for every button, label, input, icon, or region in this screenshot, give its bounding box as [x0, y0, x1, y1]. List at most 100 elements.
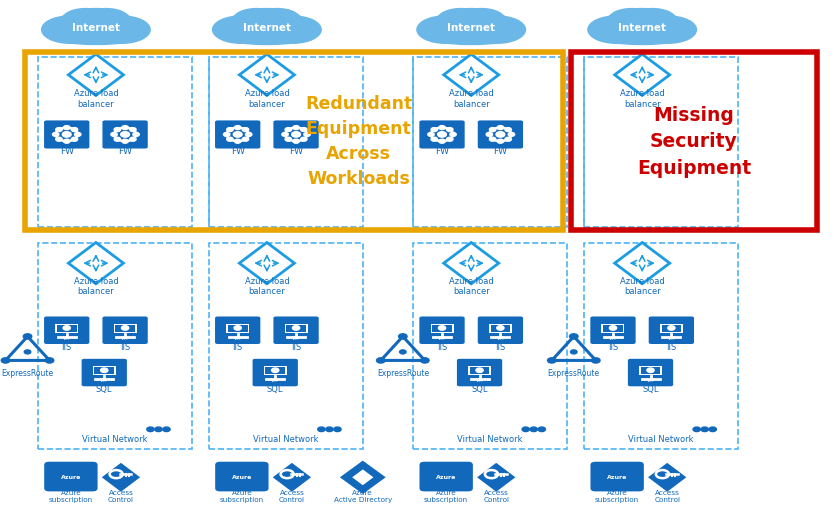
Bar	[57, 325, 77, 332]
Text: VM: VM	[63, 336, 71, 341]
Circle shape	[111, 133, 118, 136]
Circle shape	[610, 326, 616, 330]
Bar	[413, 243, 567, 449]
Circle shape	[163, 427, 170, 431]
Text: Azure load
balancer: Azure load balancer	[449, 89, 494, 109]
Circle shape	[570, 334, 578, 339]
Circle shape	[490, 127, 496, 132]
Circle shape	[497, 139, 504, 143]
Ellipse shape	[604, 9, 681, 41]
FancyBboxPatch shape	[590, 462, 644, 491]
Circle shape	[490, 137, 496, 141]
Circle shape	[431, 137, 438, 141]
Circle shape	[23, 334, 32, 339]
Text: Internet: Internet	[447, 23, 495, 34]
Circle shape	[293, 326, 299, 330]
Text: Azure
subscription: Azure subscription	[49, 490, 93, 503]
Text: Virtual Network: Virtual Network	[628, 435, 694, 444]
Text: VM: VM	[438, 336, 446, 341]
Bar	[489, 324, 512, 333]
Bar	[38, 243, 192, 449]
Circle shape	[505, 137, 511, 141]
Circle shape	[293, 125, 299, 130]
Circle shape	[399, 350, 406, 354]
Text: Virtual Network: Virtual Network	[253, 435, 319, 444]
FancyBboxPatch shape	[214, 120, 261, 149]
Circle shape	[63, 139, 70, 143]
Bar	[115, 325, 135, 332]
Text: VM: VM	[271, 378, 279, 383]
Bar	[468, 366, 491, 375]
Circle shape	[334, 427, 341, 431]
Ellipse shape	[57, 9, 135, 41]
Ellipse shape	[425, 27, 518, 44]
Circle shape	[224, 133, 230, 136]
Bar	[208, 243, 363, 449]
Bar	[603, 325, 623, 332]
Circle shape	[300, 127, 307, 132]
Bar	[113, 324, 137, 333]
Ellipse shape	[629, 9, 676, 31]
Text: IIS: IIS	[437, 343, 447, 352]
Circle shape	[56, 137, 63, 141]
Text: VM: VM	[121, 336, 129, 341]
Text: FW: FW	[118, 147, 132, 156]
Ellipse shape	[234, 9, 279, 31]
Circle shape	[304, 133, 310, 136]
FancyBboxPatch shape	[419, 316, 465, 345]
Circle shape	[668, 326, 675, 330]
FancyBboxPatch shape	[214, 316, 261, 345]
Circle shape	[227, 127, 234, 132]
FancyBboxPatch shape	[43, 316, 90, 345]
Text: Azure: Azure	[61, 475, 81, 480]
Ellipse shape	[220, 27, 314, 44]
Ellipse shape	[63, 9, 108, 31]
Circle shape	[234, 326, 241, 330]
Circle shape	[486, 133, 493, 136]
Circle shape	[439, 139, 445, 143]
Circle shape	[428, 133, 435, 136]
Circle shape	[285, 127, 292, 132]
Bar	[584, 243, 738, 449]
Circle shape	[399, 334, 407, 339]
Text: Internet: Internet	[243, 23, 291, 34]
Text: VM: VM	[667, 336, 676, 341]
Text: SQL: SQL	[471, 385, 488, 394]
Text: Azure load
balancer: Azure load balancer	[620, 277, 665, 296]
FancyBboxPatch shape	[477, 316, 524, 345]
Polygon shape	[239, 54, 294, 95]
Text: IIS: IIS	[120, 343, 130, 352]
Circle shape	[497, 326, 504, 330]
FancyBboxPatch shape	[102, 316, 148, 345]
Text: Azure: Azure	[607, 475, 627, 480]
Circle shape	[24, 350, 31, 354]
Circle shape	[129, 127, 136, 132]
Circle shape	[114, 127, 121, 132]
Bar	[432, 325, 452, 332]
FancyBboxPatch shape	[420, 462, 473, 491]
Text: Access
Control: Access Control	[483, 490, 510, 503]
Bar	[94, 367, 114, 374]
Text: IIS: IIS	[608, 343, 618, 352]
FancyBboxPatch shape	[477, 120, 524, 149]
Circle shape	[438, 132, 446, 137]
Ellipse shape	[83, 9, 129, 31]
Text: Access
Control: Access Control	[108, 490, 134, 503]
Polygon shape	[102, 463, 140, 492]
Ellipse shape	[228, 9, 305, 41]
Circle shape	[121, 132, 129, 137]
Circle shape	[53, 133, 59, 136]
Circle shape	[591, 358, 600, 363]
Bar	[571, 52, 817, 230]
Ellipse shape	[213, 16, 269, 43]
Bar	[25, 52, 563, 230]
Bar	[660, 324, 683, 333]
Circle shape	[147, 427, 154, 431]
Bar	[413, 57, 567, 227]
Circle shape	[522, 427, 530, 431]
Text: Virtual Network: Virtual Network	[82, 435, 148, 444]
Text: ExpressRoute: ExpressRoute	[377, 368, 429, 378]
Ellipse shape	[264, 16, 321, 43]
Circle shape	[245, 133, 252, 136]
FancyBboxPatch shape	[44, 462, 98, 491]
